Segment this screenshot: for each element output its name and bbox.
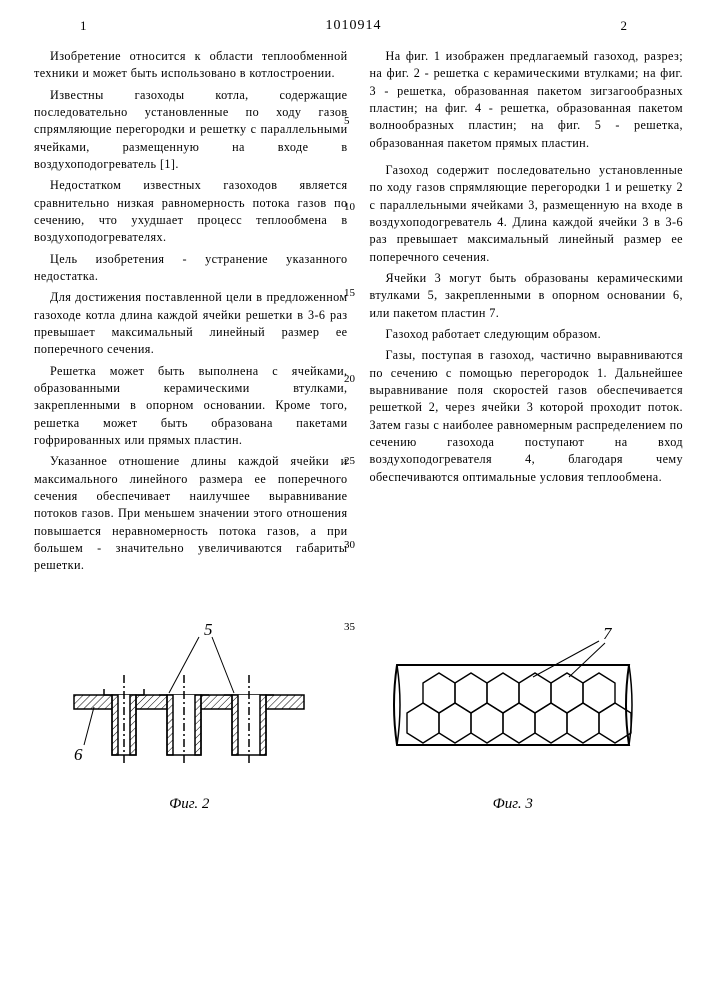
callout-5: 5 bbox=[204, 620, 213, 639]
line-num-35: 35 bbox=[344, 620, 355, 636]
left-column: Изобретение относится к области теплообм… bbox=[34, 48, 348, 579]
figure-3-svg: 7 bbox=[383, 615, 643, 785]
paragraph: Газоход содержит последовательно установ… bbox=[370, 162, 684, 266]
paragraph: Указанное отношение длины каждой ячейки … bbox=[34, 453, 348, 574]
figures-row: 5 6 Фиг. 2 bbox=[0, 615, 707, 813]
left-column-number: 1 bbox=[80, 18, 87, 34]
callout-7: 7 bbox=[603, 624, 613, 643]
line-num-20: 20 bbox=[344, 372, 355, 388]
text-columns: Изобретение относится к области теплообм… bbox=[0, 48, 707, 579]
right-column-number: 2 bbox=[621, 18, 628, 34]
paragraph: Известны газоходы котла, содержащие посл… bbox=[34, 87, 348, 174]
callout-6: 6 bbox=[74, 745, 83, 764]
figure-2-label: Фиг. 2 bbox=[64, 796, 314, 813]
figure-3: 7 Фиг. 3 bbox=[383, 615, 643, 813]
paragraph: Ячейки 3 могут быть образованы керамичес… bbox=[370, 270, 684, 322]
figure-2-svg: 5 6 bbox=[64, 615, 314, 785]
line-num-25: 25 bbox=[344, 454, 355, 470]
figure-3-label: Фиг. 3 bbox=[383, 796, 643, 813]
paragraph: Изобретение относится к области теплообм… bbox=[34, 48, 348, 83]
paragraph: Для достижения поставленной цели в предл… bbox=[34, 289, 348, 358]
line-num-5: 5 bbox=[344, 114, 350, 130]
paragraph: Газы, поступая в газоход, частично вырав… bbox=[370, 347, 684, 486]
figure-2: 5 6 Фиг. 2 bbox=[64, 615, 314, 813]
line-num-10: 10 bbox=[344, 200, 355, 216]
document-number: 1010914 bbox=[326, 18, 382, 34]
paragraph: Решетка может быть выполнена с ячейками,… bbox=[34, 363, 348, 450]
line-num-15: 15 bbox=[344, 286, 355, 302]
right-column: На фиг. 1 изображен предлагаемый газоход… bbox=[370, 48, 684, 579]
paragraph: Цель изобретения - устранение указанного… bbox=[34, 251, 348, 286]
paragraph: Газоход работает следующим образом. bbox=[370, 326, 684, 343]
page-header: 1 1010914 2 bbox=[0, 0, 707, 34]
line-num-30: 30 bbox=[344, 538, 355, 554]
paragraph: На фиг. 1 изображен предлагаемый газоход… bbox=[370, 48, 684, 152]
paragraph: Недостатком известных газоходов является… bbox=[34, 177, 348, 246]
